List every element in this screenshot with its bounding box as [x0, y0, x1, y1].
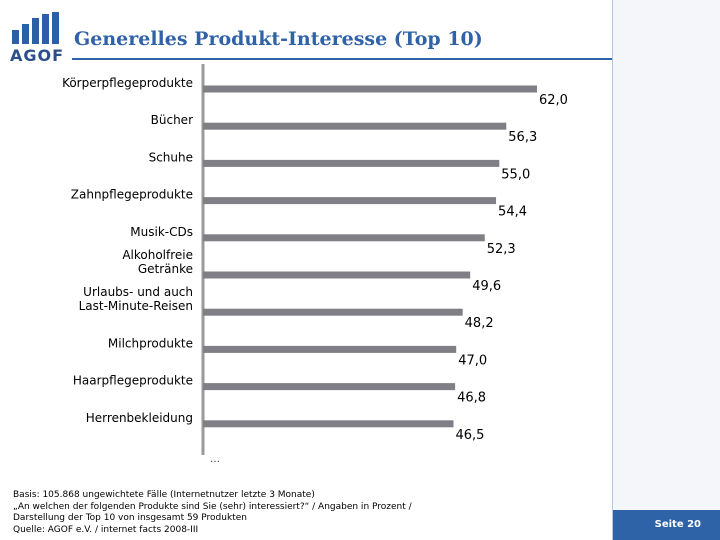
- value-label: 54,4: [498, 205, 527, 220]
- category-label: Haarpflegeprodukte: [73, 374, 193, 388]
- category-label: Bücher: [151, 113, 193, 127]
- bar: [203, 122, 507, 130]
- value-label: 46,5: [456, 428, 485, 443]
- logo-text: AGOF: [10, 46, 65, 65]
- value-label: 56,3: [508, 130, 537, 145]
- title-rule: [72, 58, 612, 60]
- value-label: 49,6: [472, 279, 501, 294]
- value-label: 55,0: [501, 167, 530, 182]
- value-label: 46,8: [457, 391, 486, 406]
- category-label: Herrenbekleidung: [86, 411, 193, 425]
- logo-bars-icon: [12, 12, 64, 44]
- footer-bar: [613, 510, 720, 540]
- note-source: Quelle: AGOF e.V. / internet facts 2008-…: [13, 524, 199, 535]
- category-label: Schuhe: [149, 150, 193, 164]
- category-label: Last-Minute-Reisen: [79, 299, 193, 313]
- agof-logo: AGOF: [10, 12, 65, 65]
- category-label: Milchprodukte: [108, 336, 193, 350]
- bar: [203, 308, 463, 316]
- bar-chart: 62,0 Körperpflegeprodukte 56,3 Bücher 55,0 Sc…: [62, 64, 568, 465]
- bar: [203, 234, 485, 242]
- note-scope: Darstellung der Top 10 von insgesamt 59 …: [13, 513, 247, 523]
- category-label: Zahnpflegeprodukte: [71, 188, 193, 202]
- category-label: Urlaubs- und auch: [83, 285, 193, 299]
- value-label: 62,0: [539, 93, 568, 108]
- source-notes: Basis: 105.868 ungewichtete Fälle (Inter…: [13, 490, 573, 536]
- category-label: Getränke: [138, 262, 193, 276]
- category-label: Körperpflegeprodukte: [62, 76, 193, 90]
- note-question: „An welchen der folgenden Produkte sind …: [13, 501, 412, 512]
- bar: [203, 159, 500, 167]
- sidebar-divider: [612, 0, 613, 540]
- more-items-ellipsis: …: [210, 454, 220, 465]
- category-label: Musik-CDs: [130, 225, 193, 239]
- bar: [203, 383, 456, 391]
- bar: [203, 197, 497, 205]
- value-label: 47,0: [458, 353, 487, 368]
- bar: [203, 271, 471, 279]
- bar: [203, 85, 537, 93]
- right-sidebar: [613, 0, 720, 540]
- bar: [203, 420, 454, 428]
- page-number: Seite 20: [654, 519, 701, 530]
- bar: [203, 345, 457, 353]
- page-title: Generelles Produkt-Interesse (Top 10): [74, 28, 483, 50]
- value-label: 48,2: [465, 316, 494, 331]
- note-basis: Basis: 105.868 ungewichtete Fälle (Inter…: [13, 490, 315, 500]
- category-label: Alkoholfreie: [122, 248, 193, 262]
- value-label: 52,3: [487, 242, 516, 257]
